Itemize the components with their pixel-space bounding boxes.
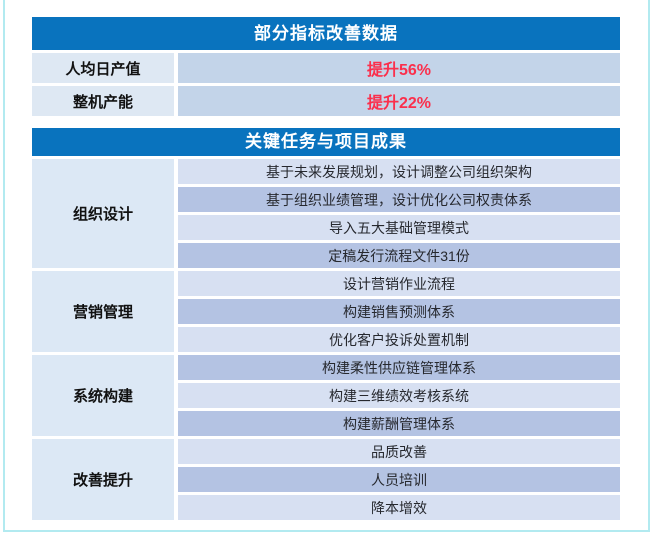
task-group-marketing-management: 营销管理 设计营销作业流程 构建销售预测体系 优化客户投诉处置机制 — [32, 271, 620, 352]
task-row: 基于组织业绩管理，设计优化公司权责体系 — [178, 187, 620, 212]
group-label: 系统构建 — [32, 355, 174, 436]
task-row: 人员培训 — [178, 467, 620, 492]
group-rows: 设计营销作业流程 构建销售预测体系 优化客户投诉处置机制 — [178, 271, 620, 352]
task-row: 构建薪酬管理体系 — [178, 411, 620, 436]
group-label: 组织设计 — [32, 159, 174, 268]
task-row: 优化客户投诉处置机制 — [178, 327, 620, 352]
task-row: 导入五大基础管理模式 — [178, 215, 620, 240]
group-rows: 品质改善 人员培训 降本增效 — [178, 439, 620, 520]
task-row: 构建柔性供应链管理体系 — [178, 355, 620, 380]
task-row: 设计营销作业流程 — [178, 271, 620, 296]
task-group-improvement: 改善提升 品质改善 人员培训 降本增效 — [32, 439, 620, 520]
table-row: 整机产能 提升22% — [32, 86, 620, 116]
task-row: 基于未来发展规划，设计调整公司组织架构 — [178, 159, 620, 184]
improvement-table-title: 部分指标改善数据 — [32, 17, 620, 50]
task-group-organization-design: 组织设计 基于未来发展规划，设计调整公司组织架构 基于组织业绩管理，设计优化公司… — [32, 159, 620, 268]
group-rows: 基于未来发展规划，设计调整公司组织架构 基于组织业绩管理，设计优化公司权责体系 … — [178, 159, 620, 268]
task-group-system-construction: 系统构建 构建柔性供应链管理体系 构建三维绩效考核系统 构建薪酬管理体系 — [32, 355, 620, 436]
metric-value: 提升56% — [178, 53, 620, 83]
key-tasks-table: 关键任务与项目成果 组织设计 基于未来发展规划，设计调整公司组织架构 基于组织业… — [32, 128, 620, 520]
content-area: 部分指标改善数据 人均日产值 提升56% 整机产能 提升22% 关键任务与项目成… — [32, 17, 620, 520]
task-row: 定稿发行流程文件31份 — [178, 243, 620, 268]
table-row: 人均日产值 提升56% — [32, 53, 620, 83]
metric-label: 人均日产值 — [32, 53, 174, 83]
key-tasks-table-title: 关键任务与项目成果 — [32, 128, 620, 156]
improvement-data-table: 部分指标改善数据 人均日产值 提升56% 整机产能 提升22% — [32, 17, 620, 116]
task-row: 品质改善 — [178, 439, 620, 464]
task-row: 构建销售预测体系 — [178, 299, 620, 324]
group-label: 营销管理 — [32, 271, 174, 352]
group-rows: 构建柔性供应链管理体系 构建三维绩效考核系统 构建薪酬管理体系 — [178, 355, 620, 436]
metric-label: 整机产能 — [32, 86, 174, 116]
metric-value: 提升22% — [178, 86, 620, 116]
task-row: 构建三维绩效考核系统 — [178, 383, 620, 408]
task-row: 降本增效 — [178, 495, 620, 520]
group-label: 改善提升 — [32, 439, 174, 520]
